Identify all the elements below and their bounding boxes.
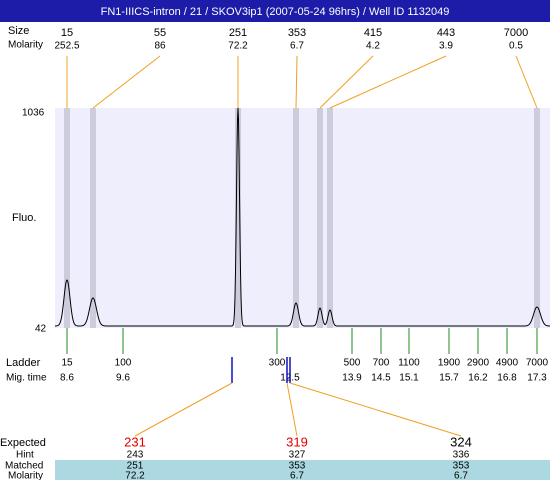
peak-band <box>293 108 299 328</box>
ladder-time: 9.6 <box>116 373 130 384</box>
peak-molarity: 86 <box>154 41 166 52</box>
ladder-size: 1900 <box>438 358 461 369</box>
ladder-label: Ladder <box>6 357 41 369</box>
peak-connector <box>329 55 447 109</box>
matched: 353 <box>453 461 470 472</box>
ladder-time: 15.1 <box>399 373 419 384</box>
matched: 353 <box>289 461 306 472</box>
ladder-size: 7000 <box>526 358 549 369</box>
ladder-size: 15 <box>61 358 73 369</box>
peak-molarity: 3.9 <box>439 41 453 52</box>
time-label: Mig. time <box>6 373 47 384</box>
peak-molarity: 72.2 <box>228 41 248 52</box>
expected-connector <box>134 382 233 437</box>
ladder-time: 14.5 <box>371 373 391 384</box>
hint: 336 <box>453 450 470 461</box>
expected-size: 319 <box>286 434 308 449</box>
ladder-time: 8.6 <box>60 373 74 384</box>
ladder-size: 100 <box>115 358 132 369</box>
peak-size: 15 <box>61 27 73 39</box>
expected-connector <box>286 382 298 437</box>
peak-connector <box>319 55 374 109</box>
ladder-time: 13.9 <box>342 373 362 384</box>
peak-band <box>90 108 96 328</box>
ladder-size: 700 <box>373 358 390 369</box>
matched-molarity: 6.7 <box>454 471 468 480</box>
molarity-label: Molarity <box>8 40 43 51</box>
expected-size: 324 <box>450 434 472 449</box>
peak-size: 251 <box>229 27 247 39</box>
peak-band <box>64 108 70 328</box>
peak-connector <box>92 55 161 109</box>
peak-size: 55 <box>154 27 166 39</box>
ladder-time: 16.2 <box>468 373 488 384</box>
hint-label: Hint <box>16 450 34 461</box>
y-bottom: 42 <box>35 324 47 335</box>
title: FN1-IIICS-intron / 21 / SKOV3ip1 (2007-0… <box>101 6 450 18</box>
peak-molarity: 0.5 <box>509 41 523 52</box>
peak-connector <box>295 55 298 109</box>
peak-band <box>235 108 241 328</box>
matched-band <box>55 460 550 480</box>
hint: 327 <box>289 450 306 461</box>
peak-size: 7000 <box>504 27 528 39</box>
y-top: 1036 <box>22 108 45 119</box>
peak-molarity: 252.5 <box>54 41 79 52</box>
plot-area <box>55 108 550 328</box>
peak-size: 443 <box>437 27 455 39</box>
peak-connector <box>515 55 538 109</box>
peak-molarity: 6.7 <box>290 41 304 52</box>
matched-label: Matched <box>5 461 43 472</box>
ladder-size: 500 <box>344 358 361 369</box>
ladder-time: 15.7 <box>439 373 459 384</box>
trace <box>54 107 550 327</box>
title-bar <box>0 0 550 22</box>
matched-molarity: 6.7 <box>290 471 304 480</box>
expected-connector <box>289 382 462 437</box>
ladder-size: 300 <box>269 358 286 369</box>
peak-size: 353 <box>288 27 306 39</box>
ladder-time: 17.3 <box>527 373 547 384</box>
peak-band <box>534 108 540 328</box>
peak-size: 415 <box>364 27 382 39</box>
expected-size: 231 <box>124 434 146 449</box>
expected-label: Expected <box>0 437 46 449</box>
matched-molarity: 72.2 <box>125 471 145 480</box>
size-label: Size <box>8 25 29 37</box>
ladder-size: 2900 <box>467 358 490 369</box>
ladder-size: 1100 <box>398 358 420 369</box>
y-label: Fluo. <box>12 212 36 224</box>
peak-band <box>317 108 323 328</box>
peak-molarity: 4.2 <box>366 41 380 52</box>
hint: 243 <box>127 450 144 461</box>
matched: 251 <box>127 461 144 472</box>
peak-band <box>327 108 333 328</box>
ladder-size: 4900 <box>496 358 519 369</box>
ladder-time: 16.8 <box>497 373 517 384</box>
molarity-label: Molarity <box>8 471 43 480</box>
